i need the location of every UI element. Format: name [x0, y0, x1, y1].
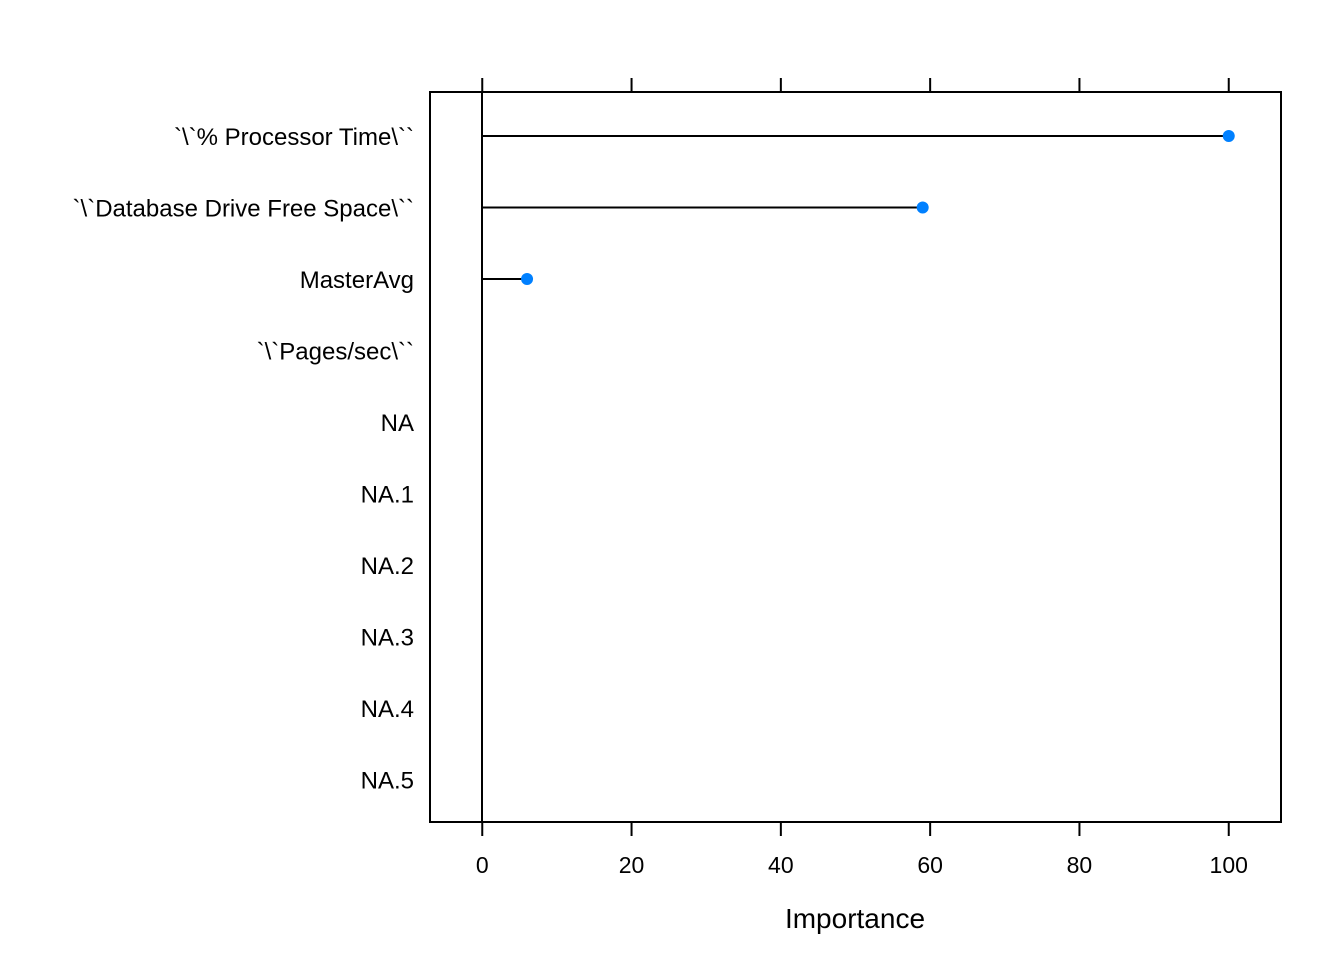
category-labels: `\`% Processor Time\`` `\`Database Drive … [73, 124, 414, 795]
bottom-axis-ticks [481, 822, 1230, 836]
category-label: `\`Pages/sec\`` [257, 339, 414, 366]
category-label: NA [381, 410, 414, 437]
x-tick-label: 100 [1210, 852, 1248, 878]
importance-segments [482, 135, 1229, 280]
category-label: NA.2 [361, 553, 414, 580]
x-axis-tick-labels: 0 20 40 60 80 100 [476, 852, 1248, 878]
category-label: MasterAvg [300, 267, 414, 294]
importance-point [521, 273, 534, 285]
category-label: `\`Database Drive Free Space\`` [73, 196, 414, 223]
plot-frame [429, 91, 1282, 823]
importance-points [521, 130, 1235, 285]
category-label: `\`% Processor Time\`` [174, 124, 414, 151]
importance-point [1222, 130, 1235, 142]
x-axis-title: Importance [785, 903, 925, 934]
top-axis-ticks [481, 78, 1230, 92]
category-label: NA.3 [361, 625, 414, 652]
x-tick-label: 80 [1067, 852, 1093, 878]
x-tick-label: 40 [768, 852, 794, 878]
category-label: NA.4 [361, 696, 414, 723]
category-label: NA.5 [361, 768, 414, 795]
x-tick-label: 60 [917, 852, 943, 878]
category-label: NA.1 [361, 482, 414, 509]
x-tick-label: 0 [476, 852, 489, 878]
importance-point [916, 201, 929, 214]
x-tick-label: 20 [619, 852, 645, 878]
